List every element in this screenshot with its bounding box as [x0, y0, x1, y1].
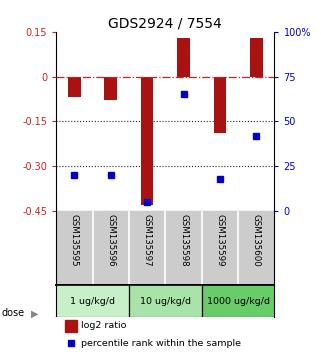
Bar: [141, 76, 153, 205]
Text: ▶: ▶: [30, 308, 38, 318]
Bar: [65, 320, 77, 332]
Bar: [68, 76, 81, 97]
Text: percentile rank within the sample: percentile rank within the sample: [81, 338, 241, 348]
Text: GSM135596: GSM135596: [106, 215, 115, 267]
Bar: [250, 38, 263, 76]
Bar: [56, 285, 129, 317]
Text: GSM135600: GSM135600: [252, 215, 261, 267]
Text: GSM135595: GSM135595: [70, 215, 79, 267]
Title: GDS2924 / 7554: GDS2924 / 7554: [108, 17, 222, 31]
Text: log2 ratio: log2 ratio: [81, 321, 127, 331]
Text: 1 ug/kg/d: 1 ug/kg/d: [70, 297, 115, 306]
Text: GSM135598: GSM135598: [179, 215, 188, 267]
Bar: [213, 76, 226, 133]
Bar: [202, 285, 274, 317]
Bar: [129, 285, 202, 317]
Text: 10 ug/kg/d: 10 ug/kg/d: [140, 297, 191, 306]
Bar: [104, 76, 117, 101]
Text: dose: dose: [2, 308, 25, 318]
Bar: [177, 38, 190, 76]
Text: 1000 ug/kg/d: 1000 ug/kg/d: [207, 297, 270, 306]
Text: GSM135599: GSM135599: [215, 215, 224, 267]
Text: GSM135597: GSM135597: [143, 215, 152, 267]
